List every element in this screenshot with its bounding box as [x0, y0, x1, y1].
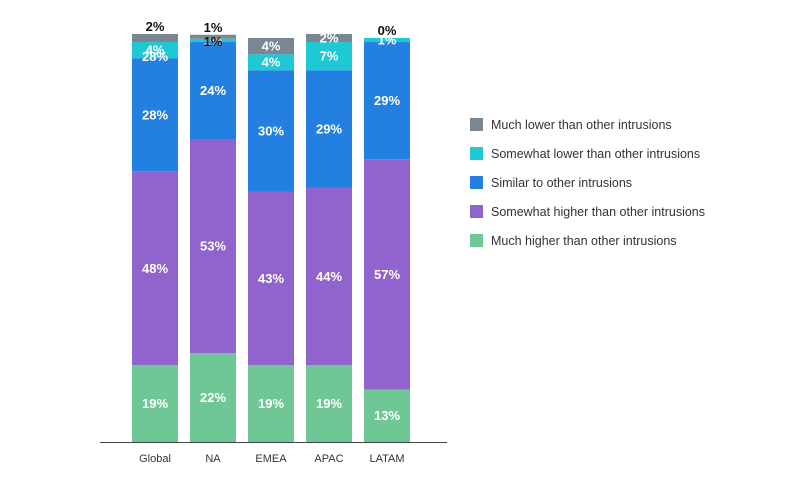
bar-segment-apac-somewhat-lower-than-other-intrusions — [306, 42, 352, 71]
legend-swatch-much-lower-than-other-intrusions — [470, 118, 483, 131]
data-label-latam-somewhat-higher-than-other-intrusions: 57% — [374, 267, 400, 282]
data-label-global-similar-to-other-intrusions: 28% — [142, 107, 168, 122]
bar-segment-emea-much-lower-than-other-intrusions — [248, 38, 294, 55]
bar-segment-na-much-lower-than-other-intrusions — [190, 34, 236, 39]
extra-label-global: 28% — [142, 49, 168, 64]
bar-segment-global-much-higher-than-other-intrusions — [132, 365, 178, 442]
data-label-emea-much-lower-than-other-intrusions: 4% — [262, 39, 281, 54]
x-tick-label-emea: EMEA — [255, 453, 287, 465]
bar-segment-na-similar-to-other-intrusions — [190, 42, 236, 139]
bar-segment-emea-somewhat-higher-than-other-intrusions — [248, 191, 294, 366]
bar-segment-apac-similar-to-other-intrusions — [306, 70, 352, 188]
x-tick-label-latam: LATAM — [369, 453, 404, 465]
bar-segment-na-somewhat-higher-than-other-intrusions — [190, 139, 236, 354]
data-label-emea-somewhat-higher-than-other-intrusions: 43% — [258, 271, 284, 286]
data-label-apac-somewhat-higher-than-other-intrusions: 44% — [316, 269, 342, 284]
bar-segment-latam-somewhat-lower-than-other-intrusions — [364, 38, 410, 43]
data-label-global-somewhat-higher-than-other-intrusions: 48% — [142, 261, 168, 276]
data-label-latam-similar-to-other-intrusions: 29% — [374, 93, 400, 108]
data-label-latam-much-higher-than-other-intrusions: 13% — [374, 408, 400, 423]
bar-segment-na-somewhat-lower-than-other-intrusions — [190, 38, 236, 43]
data-label-na-much-lower-than-other-intrusions: 1% — [204, 20, 223, 35]
data-label-latam-much-lower-than-other-intrusions: 0% — [378, 23, 397, 38]
legend-label-somewhat-higher-than-other-intrusions: Somewhat higher than other intrusions — [491, 205, 705, 219]
bar-segment-latam-similar-to-other-intrusions — [364, 42, 410, 160]
extra-label-na: 1% — [204, 34, 223, 49]
legend-label-somewhat-lower-than-other-intrusions: Somewhat lower than other intrusions — [491, 147, 700, 161]
legend-swatch-somewhat-higher-than-other-intrusions — [470, 205, 483, 218]
data-label-na-much-higher-than-other-intrusions: 22% — [200, 390, 226, 405]
bar-segment-emea-somewhat-lower-than-other-intrusions — [248, 54, 294, 71]
data-label-global-somewhat-lower-than-other-intrusions: 4% — [146, 43, 165, 58]
data-label-global-much-lower-than-other-intrusions: 2% — [146, 19, 165, 34]
bar-segment-latam-much-higher-than-other-intrusions — [364, 389, 410, 442]
bar-segment-emea-similar-to-other-intrusions — [248, 70, 294, 192]
bar-segment-global-much-lower-than-other-intrusions — [132, 33, 178, 43]
bar-segment-global-somewhat-lower-than-other-intrusions — [132, 42, 178, 59]
data-label-latam-somewhat-lower-than-other-intrusions: 1% — [378, 33, 397, 48]
bar-segment-emea-much-higher-than-other-intrusions — [248, 365, 294, 442]
data-label-emea-somewhat-lower-than-other-intrusions: 4% — [262, 55, 281, 70]
data-label-na-somewhat-higher-than-other-intrusions: 53% — [200, 239, 226, 254]
x-tick-label-global: Global — [139, 453, 171, 465]
data-label-global-much-higher-than-other-intrusions: 19% — [142, 396, 168, 411]
bar-segment-global-somewhat-higher-than-other-intrusions — [132, 171, 178, 366]
legend-swatch-much-higher-than-other-intrusions — [470, 234, 483, 247]
x-tick-label-na: NA — [205, 453, 221, 465]
bar-segment-apac-much-higher-than-other-intrusions — [306, 365, 352, 442]
bar-segment-na-much-higher-than-other-intrusions — [190, 353, 236, 442]
legend-label-much-lower-than-other-intrusions: Much lower than other intrusions — [491, 118, 672, 132]
legend-label-much-higher-than-other-intrusions: Much higher than other intrusions — [491, 234, 677, 248]
bar-segment-apac-much-lower-than-other-intrusions — [306, 33, 352, 43]
data-label-emea-similar-to-other-intrusions: 30% — [258, 123, 284, 138]
legend-swatch-similar-to-other-intrusions — [470, 176, 483, 189]
data-label-apac-somewhat-lower-than-other-intrusions: 7% — [320, 49, 339, 64]
legend-label-similar-to-other-intrusions: Similar to other intrusions — [491, 176, 632, 190]
bar-segment-latam-somewhat-higher-than-other-intrusions — [364, 159, 410, 390]
data-label-apac-similar-to-other-intrusions: 29% — [316, 121, 342, 136]
data-label-apac-much-higher-than-other-intrusions: 19% — [316, 396, 342, 411]
x-tick-label-apac: APAC — [314, 453, 343, 465]
data-label-emea-much-higher-than-other-intrusions: 19% — [258, 396, 284, 411]
data-label-na-similar-to-other-intrusions: 24% — [200, 83, 226, 98]
legend-swatch-somewhat-lower-than-other-intrusions — [470, 147, 483, 160]
bar-segment-global-similar-to-other-intrusions — [132, 58, 178, 172]
data-label-apac-much-lower-than-other-intrusions: 2% — [320, 31, 339, 46]
bar-segment-apac-somewhat-higher-than-other-intrusions — [306, 187, 352, 366]
